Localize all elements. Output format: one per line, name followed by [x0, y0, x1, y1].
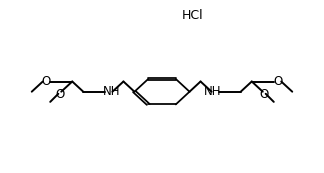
Text: O: O: [260, 88, 269, 101]
Text: O: O: [42, 75, 51, 88]
Text: NH: NH: [203, 85, 221, 98]
Text: HCl: HCl: [182, 9, 203, 22]
Text: O: O: [273, 75, 282, 88]
Text: NH: NH: [103, 85, 121, 98]
Text: O: O: [55, 88, 64, 101]
